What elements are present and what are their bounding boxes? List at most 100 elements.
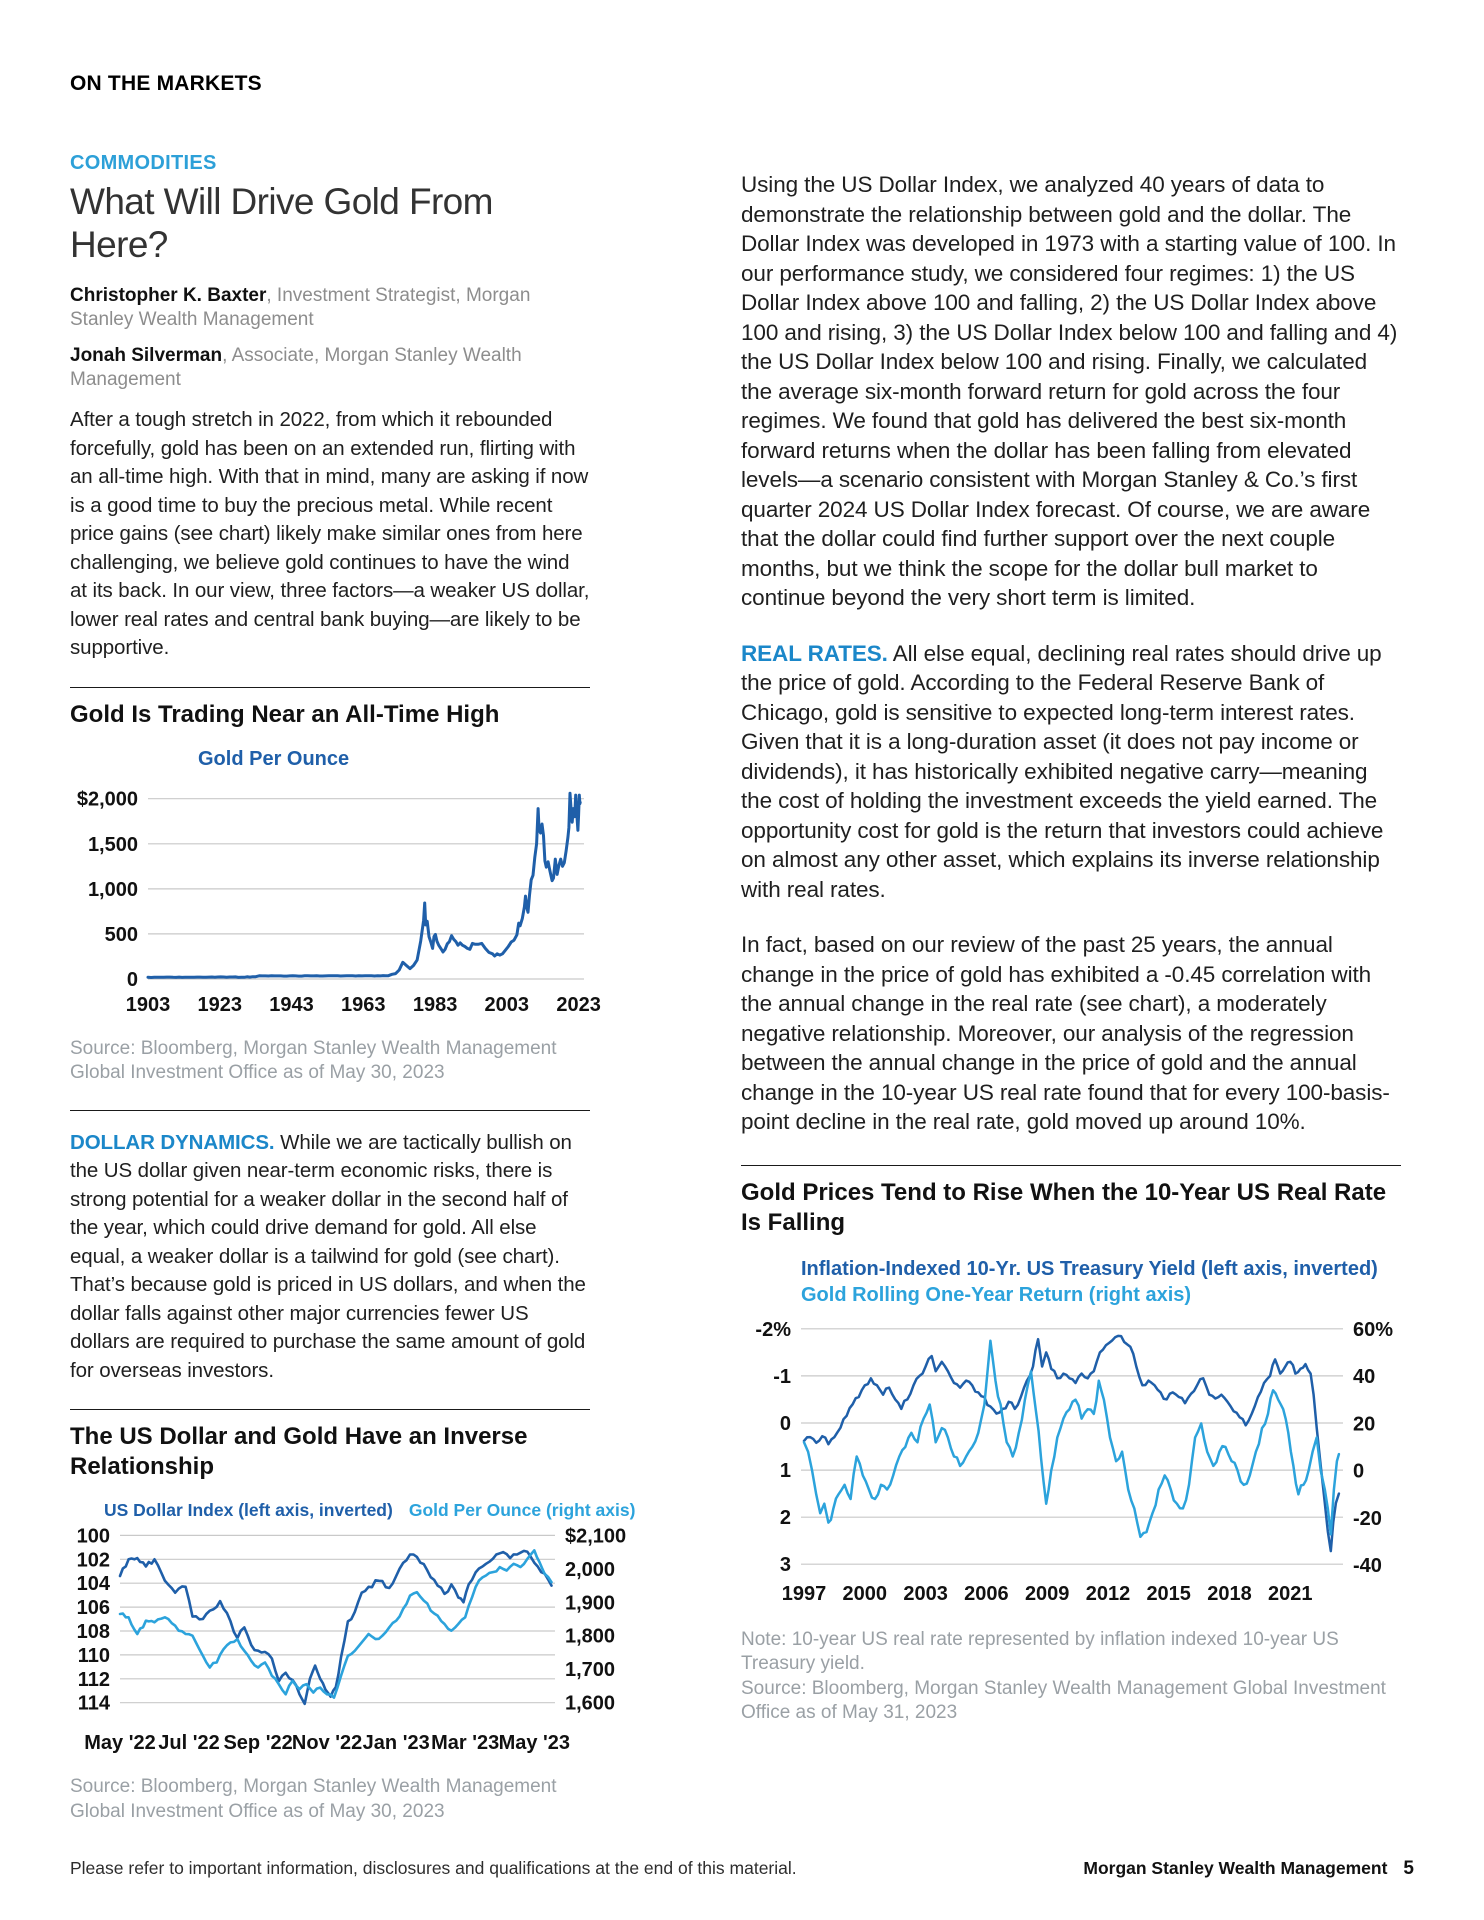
svg-text:0: 0 — [1353, 1460, 1364, 1482]
svg-text:3: 3 — [780, 1554, 791, 1576]
section-kicker: COMMODITIES — [70, 152, 217, 174]
real-rates-lead: REAL RATES. — [741, 640, 888, 666]
svg-text:Jul '22: Jul '22 — [158, 1732, 219, 1754]
svg-text:2003: 2003 — [903, 1583, 948, 1605]
dollar-dynamics-body: While we are tactically bullish on the U… — [70, 1130, 586, 1382]
svg-text:Jan '23: Jan '23 — [363, 1732, 430, 1754]
svg-text:20: 20 — [1353, 1413, 1375, 1435]
svg-text:40: 40 — [1353, 1366, 1375, 1388]
svg-text:2003: 2003 — [485, 994, 530, 1016]
footer-disclaimer: Please refer to important information, d… — [70, 1858, 797, 1878]
svg-text:1903: 1903 — [126, 994, 171, 1016]
svg-text:May '23: May '23 — [499, 1732, 570, 1754]
svg-text:2009: 2009 — [1025, 1583, 1070, 1605]
legend-gold-rolling-return: Gold Rolling One-Year Return (right axis… — [801, 1283, 1192, 1306]
intro-paragraph: After a tough stretch in 2022, from whic… — [70, 408, 590, 660]
left-column: COMMODITIES What Will Drive Gold From He… — [70, 152, 635, 1824]
svg-text:108: 108 — [77, 1621, 110, 1643]
chart-block-real-rate-gold: Gold Prices Tend to Rise When the 10-Yea… — [741, 1164, 1401, 1726]
svg-text:2,000: 2,000 — [565, 1559, 615, 1581]
svg-text:1,600: 1,600 — [565, 1693, 615, 1715]
author-name: Christopher K. Baxter — [70, 285, 267, 307]
svg-text:2006: 2006 — [964, 1583, 1009, 1605]
svg-text:0: 0 — [127, 969, 138, 991]
chart-block-gold-alltime-high: Gold Is Trading Near an All-Time High Go… — [70, 686, 601, 1086]
svg-text:Mar '23: Mar '23 — [431, 1732, 499, 1754]
legend-gold-per-ounce: Gold Per Ounce (right axis) — [408, 1500, 636, 1521]
svg-text:60%: 60% — [1353, 1318, 1393, 1340]
page-footer: Please refer to important information, d… — [70, 1858, 1414, 1880]
svg-text:-2%: -2% — [755, 1318, 791, 1340]
svg-text:114: 114 — [78, 1693, 111, 1715]
svg-text:112: 112 — [78, 1669, 110, 1691]
legend-treasury-yield: Inflation-Indexed 10-Yr. US Treasury Yie… — [801, 1257, 1378, 1280]
svg-text:0: 0 — [780, 1413, 791, 1435]
svg-text:-40: -40 — [1353, 1555, 1382, 1577]
author-byline: Christopher K. Baxter, Investment Strate… — [70, 284, 590, 332]
chart-title: The US Dollar and Gold Have an Inverse R… — [70, 1423, 528, 1481]
real-rate-vs-gold-chart: -2% -1 0 1 2 3 60% 40 20 0 -20 -40 1997 2000 2003 2006 2… — [755, 1318, 1393, 1605]
chart-legend: US Dollar Index (left axis, inverted) Go… — [104, 1500, 635, 1521]
footer-brand: Morgan Stanley Wealth Management — [1083, 1858, 1388, 1878]
footer-page-number: 5 — [1403, 1858, 1414, 1879]
svg-text:$2,100: $2,100 — [565, 1525, 626, 1547]
legend-gold-per-ounce: Gold Per Ounce — [198, 747, 350, 770]
chart-legend: Gold Per Ounce — [198, 748, 590, 771]
svg-text:106: 106 — [77, 1597, 110, 1619]
svg-text:1,700: 1,700 — [565, 1659, 615, 1681]
svg-text:-20: -20 — [1353, 1507, 1382, 1529]
svg-text:Nov '22: Nov '22 — [292, 1732, 362, 1754]
svg-text:2000: 2000 — [843, 1583, 888, 1605]
two-column-layout: COMMODITIES What Will Drive Gold From He… — [70, 152, 1414, 1824]
dollar-dynamics-lead: DOLLAR DYNAMICS. — [70, 1130, 275, 1154]
svg-text:1: 1 — [780, 1460, 791, 1482]
chart-block-dollar-gold-inverse: The US Dollar and Gold Have an Inverse R… — [70, 1409, 635, 1824]
real-rates-paragraph: REAL RATES. All else equal, declining re… — [741, 639, 1401, 905]
svg-text:102: 102 — [77, 1549, 110, 1571]
real-rates-body: All else equal, declining real rates sho… — [741, 640, 1384, 902]
svg-text:104: 104 — [77, 1573, 111, 1595]
article-title: What Will Drive Gold From Here? — [70, 181, 493, 265]
chart-legend: Inflation-Indexed 10-Yr. US Treasury Yie… — [801, 1256, 1401, 1308]
svg-text:May '22: May '22 — [84, 1732, 155, 1754]
author-role: , Associate, Morgan Stanley Wealth Manag… — [70, 345, 522, 391]
svg-text:2021: 2021 — [1268, 1583, 1313, 1605]
dollar-dynamics-paragraph: DOLLAR DYNAMICS. While we are tactically… — [70, 1129, 590, 1386]
correlation-paragraph: In fact, based on our review of the past… — [741, 932, 1390, 1134]
svg-text:100: 100 — [77, 1525, 110, 1547]
svg-text:2018: 2018 — [1207, 1583, 1252, 1605]
chart-source: Source: Bloomberg, Morgan Stanley Wealth… — [70, 1037, 557, 1084]
right-column: Using the US Dollar Index, we analyzed 4… — [741, 152, 1401, 1824]
svg-text:2015: 2015 — [1146, 1583, 1191, 1605]
svg-text:Sep '22: Sep '22 — [223, 1732, 292, 1754]
svg-text:500: 500 — [105, 923, 138, 945]
chart-title: Gold Is Trading Near an All-Time High — [70, 700, 500, 728]
svg-text:2012: 2012 — [1086, 1583, 1131, 1605]
svg-text:1,900: 1,900 — [565, 1592, 615, 1614]
svg-text:1,000: 1,000 — [88, 878, 138, 900]
report-masthead: ON THE MARKETS — [70, 72, 262, 95]
author-name: Jonah Silverman — [70, 345, 223, 367]
svg-text:110: 110 — [78, 1645, 110, 1667]
dollar-analysis-paragraph: Using the US Dollar Index, we analyzed 4… — [741, 172, 1398, 610]
svg-text:1,800: 1,800 — [565, 1626, 615, 1648]
footer-brand-block: Morgan Stanley Wealth Management 5 — [1083, 1858, 1414, 1880]
author-byline: Jonah Silverman, Associate, Morgan Stanl… — [70, 344, 590, 392]
svg-text:1923: 1923 — [198, 994, 243, 1016]
chart-title: Gold Prices Tend to Rise When the 10-Yea… — [741, 1178, 1387, 1236]
gold-price-history-chart: $2,000 1,500 1,000 500 0 1903 1923 1943 1963 1983… — [77, 788, 601, 1016]
section-divider — [70, 1109, 590, 1111]
chart-source: Source: Bloomberg, Morgan Stanley Wealth… — [741, 1677, 1386, 1724]
chart-source: Source: Bloomberg, Morgan Stanley Wealth… — [70, 1776, 557, 1822]
svg-text:2: 2 — [780, 1507, 791, 1529]
author-role: , Investment Strategist, Morgan Stanley … — [70, 285, 531, 331]
svg-text:1997: 1997 — [782, 1583, 827, 1605]
legend-us-dollar-index: US Dollar Index (left axis, inverted) — [104, 1500, 393, 1521]
svg-text:2023: 2023 — [556, 994, 601, 1016]
svg-text:1963: 1963 — [341, 994, 386, 1016]
svg-text:1943: 1943 — [269, 994, 314, 1016]
svg-text:1983: 1983 — [413, 994, 458, 1016]
svg-text:1,500: 1,500 — [88, 833, 138, 855]
